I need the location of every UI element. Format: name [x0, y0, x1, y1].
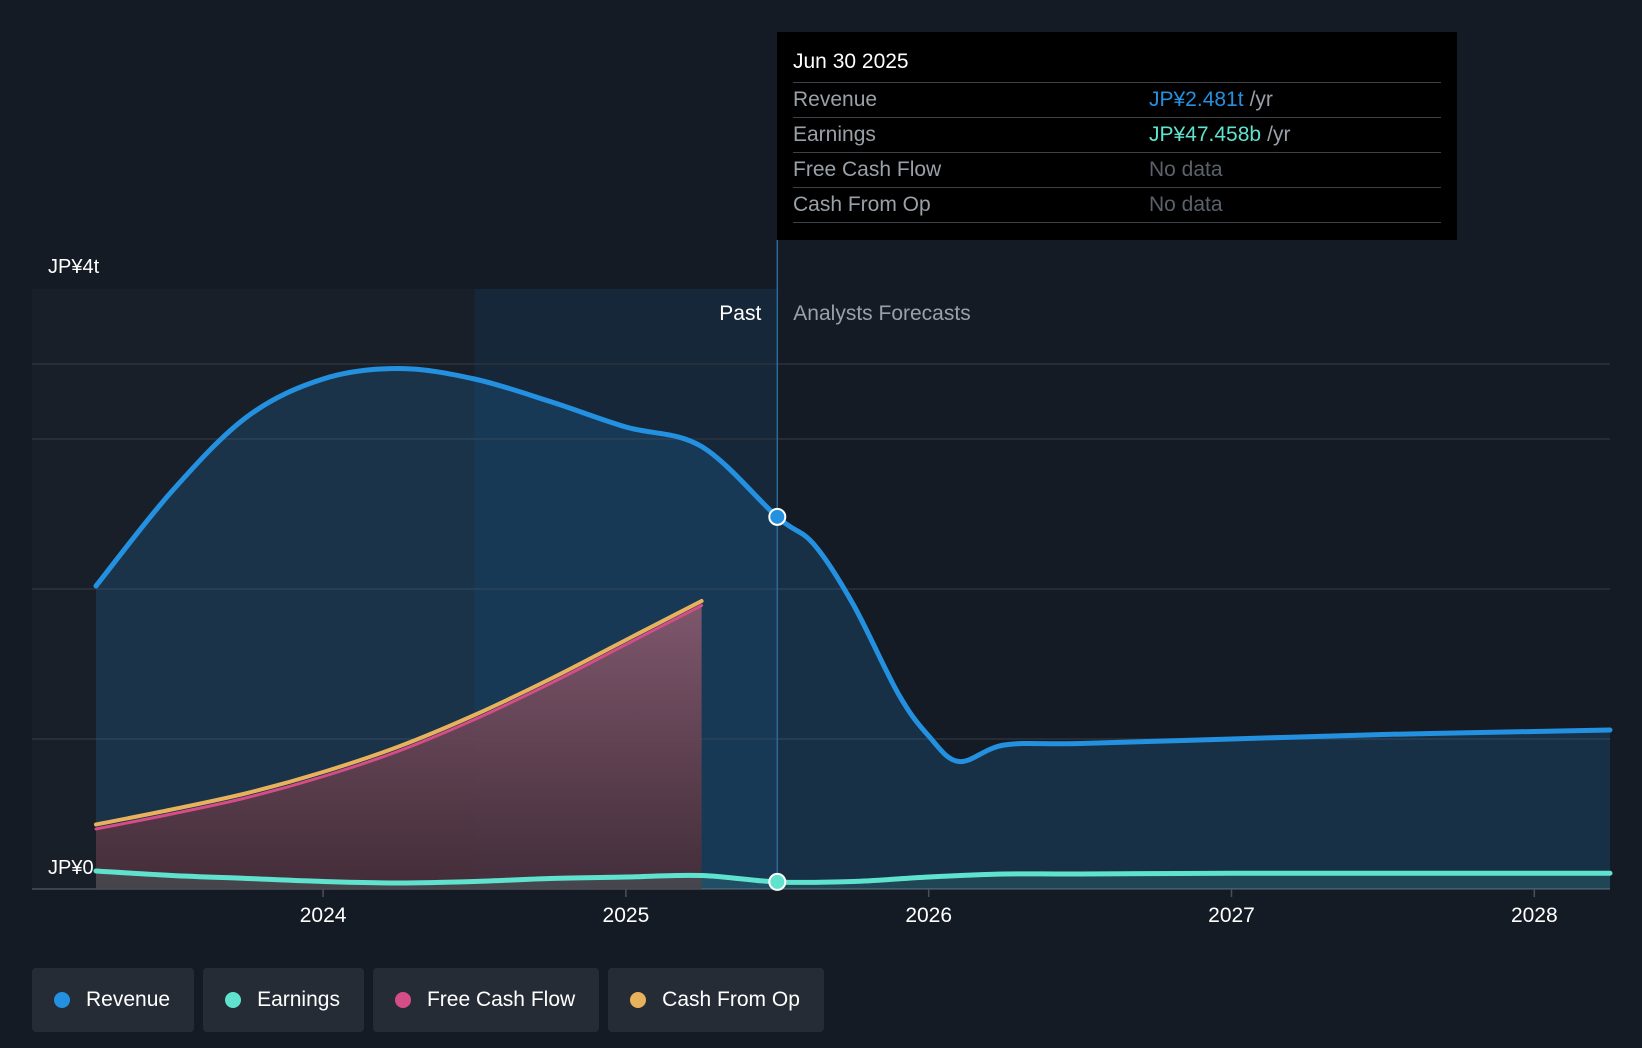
legend-label: Cash From Op	[662, 988, 800, 1011]
legend: Revenue Earnings Free Cash Flow Cash Fro…	[32, 968, 824, 1032]
tooltip-row-free-cash-flow: Free Cash Flow No data	[793, 152, 1441, 187]
tooltip-unit: /yr	[1267, 123, 1291, 146]
tooltip-unit: /yr	[1249, 88, 1273, 111]
tooltip-label: Free Cash Flow	[793, 158, 942, 181]
past-label: Past	[719, 302, 761, 325]
x-tick-label: 2028	[1511, 904, 1558, 927]
tooltip-value: No data	[1149, 193, 1223, 216]
x-tick-label: 2024	[300, 904, 347, 927]
earnings-highlight-point[interactable]	[768, 872, 787, 891]
revenue-line	[93, 365, 1613, 765]
y-axis-label: JP¥0	[48, 857, 94, 879]
legend-label: Earnings	[257, 988, 340, 1011]
free-cash-flow-dot-icon	[394, 992, 411, 1008]
x-tick-label: 2026	[905, 904, 952, 927]
tooltip-label: Earnings	[793, 123, 876, 146]
cash-from-op-dot-icon	[630, 992, 647, 1008]
legend-item-free-cash-flow[interactable]: Free Cash Flow	[372, 968, 600, 1032]
tooltip-label: Cash From Op	[793, 193, 931, 216]
earnings-dot-icon	[225, 992, 242, 1008]
forecast-label: Analysts Forecasts	[793, 302, 970, 325]
y-axis-labels: JP¥4t JP¥0	[48, 256, 100, 879]
tooltip-row-revenue: Revenue JP¥2.481t /yr	[793, 82, 1441, 117]
tooltip-date: Jun 30 2025	[793, 50, 909, 73]
revenue-highlight-point[interactable]	[768, 507, 787, 526]
tooltip: Jun 30 2025 Revenue JP¥2.481t /yr Earnin…	[777, 32, 1457, 240]
cash-from-op-line	[94, 599, 704, 827]
legend-item-revenue[interactable]: Revenue	[32, 968, 195, 1032]
free-cash-flow-area	[96, 605, 702, 889]
revenue-dot-icon	[54, 992, 70, 1008]
legend-item-earnings[interactable]: Earnings	[203, 968, 364, 1032]
tooltip-value: No data	[1149, 158, 1223, 181]
legend-label: Free Cash Flow	[426, 988, 576, 1011]
y-axis-label: JP¥4t	[48, 256, 100, 278]
tooltip-row-cash-from-op: Cash From Op No data	[793, 187, 1441, 223]
legend-item-cash-from-op[interactable]: Cash From Op	[608, 968, 824, 1032]
free-cash-flow-line	[94, 604, 704, 831]
tooltip-value: JP¥2.481t	[1149, 88, 1244, 111]
x-tick-label: 2025	[603, 904, 650, 927]
tooltip-value: JP¥47.458b	[1149, 123, 1262, 146]
x-tick-label: 2027	[1208, 904, 1255, 927]
tooltip-label: Revenue	[793, 88, 878, 111]
tooltip-row-earnings: Earnings JP¥47.458b /yr	[793, 117, 1441, 152]
legend-label: Revenue	[86, 988, 171, 1011]
x-axis-ticks: 2024 2025 2026 2027 2028	[300, 889, 1558, 927]
